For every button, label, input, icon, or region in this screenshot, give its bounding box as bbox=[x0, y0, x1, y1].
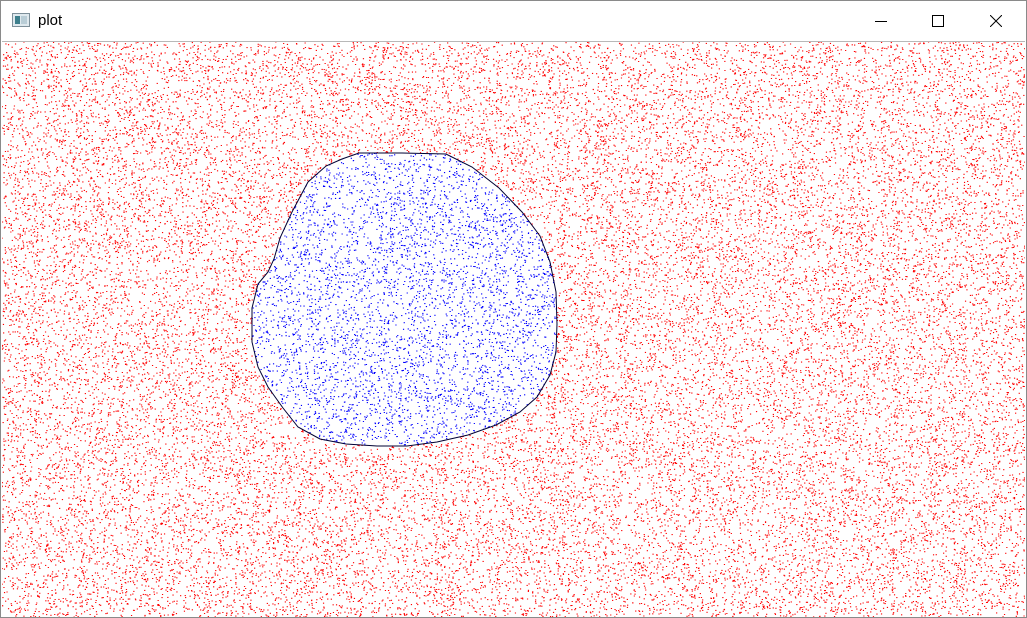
outside-points bbox=[2, 42, 1025, 617]
inside-points bbox=[251, 152, 558, 446]
minimize-button[interactable] bbox=[858, 1, 904, 41]
window-title: plot bbox=[38, 12, 63, 29]
title-bar[interactable]: plot bbox=[1, 1, 1026, 41]
close-button[interactable] bbox=[973, 1, 1019, 41]
window-app-icon[interactable] bbox=[12, 13, 30, 27]
minimize-icon bbox=[875, 21, 887, 22]
scatter-plot bbox=[2, 42, 1025, 617]
region-boundary bbox=[251, 152, 558, 447]
inside-region bbox=[252, 153, 557, 446]
close-icon bbox=[990, 15, 1002, 27]
maximize-button[interactable] bbox=[915, 1, 961, 41]
plot-canvas[interactable] bbox=[2, 41, 1025, 617]
maximize-icon bbox=[932, 15, 944, 27]
